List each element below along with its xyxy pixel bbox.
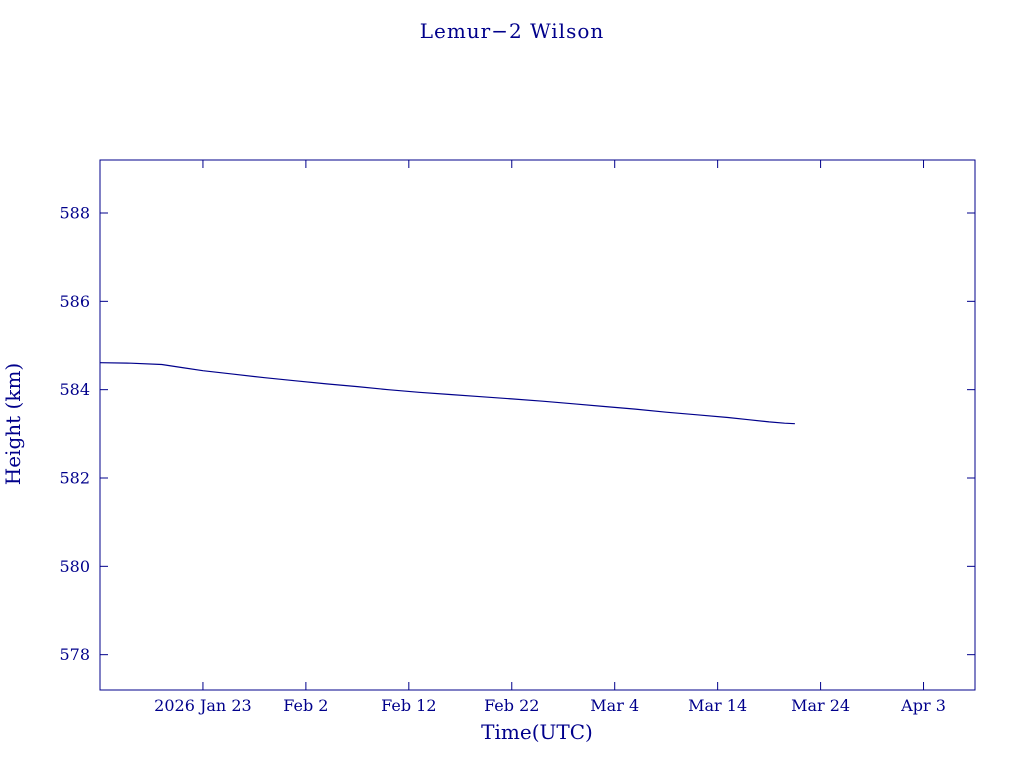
y-tick-label: 588 bbox=[59, 204, 90, 223]
y-tick-label: 580 bbox=[59, 557, 90, 576]
y-tick-label: 586 bbox=[59, 292, 90, 311]
x-tick-label: Mar 4 bbox=[590, 696, 639, 715]
x-tick-label: Feb 2 bbox=[283, 696, 328, 715]
y-axis-label: Height (km) bbox=[1, 363, 25, 485]
x-tick-label: 2026 Jan 23 bbox=[154, 696, 252, 715]
x-axis-label: Time(UTC) bbox=[481, 720, 593, 744]
x-tick-label: Mar 24 bbox=[791, 696, 850, 715]
plot-area: 578 580 582 584 586 588 2026 Jan 23 Feb 2 Feb 12… bbox=[59, 159, 976, 715]
x-tick-label: Feb 22 bbox=[484, 696, 539, 715]
chart-title: Lemur−2 Wilson bbox=[420, 19, 605, 43]
x-tick-label: Apr 3 bbox=[900, 696, 946, 715]
y-tick-label: 578 bbox=[59, 645, 90, 664]
x-tick-label: Feb 12 bbox=[381, 696, 436, 715]
y-tick-label: 584 bbox=[59, 380, 90, 399]
height-data-line bbox=[99, 362, 795, 425]
x-tick-label: Mar 14 bbox=[688, 696, 747, 715]
plot-frame bbox=[99, 159, 976, 691]
y-tick-label: 582 bbox=[59, 469, 90, 488]
